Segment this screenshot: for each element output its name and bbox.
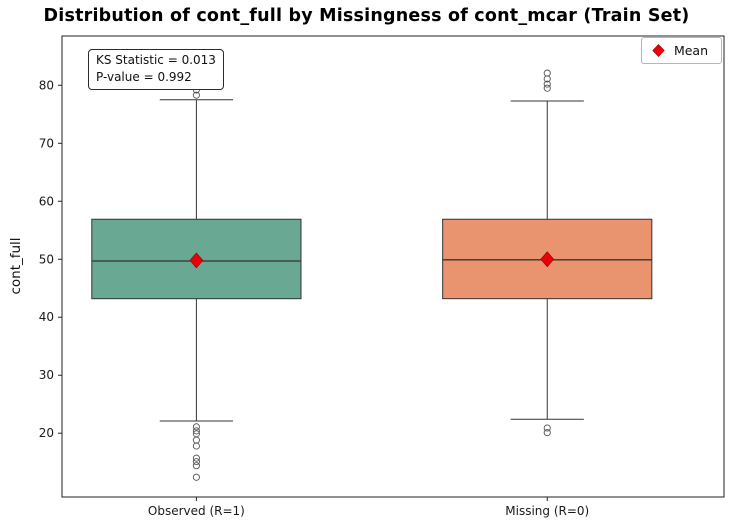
outlier-point	[192, 427, 200, 435]
y-tick-label: 80	[39, 78, 54, 92]
outlier-point	[543, 69, 551, 77]
outlier-point	[192, 91, 200, 99]
p-value-text: P-value = 0.992	[96, 69, 192, 84]
outlier-point	[192, 473, 200, 481]
outlier-point	[192, 458, 200, 466]
outlier-point	[543, 429, 551, 437]
y-tick-label: 70	[39, 136, 54, 150]
axes-frame	[61, 35, 725, 498]
outlier-point	[543, 424, 551, 432]
outlier-point	[543, 80, 551, 88]
legend: Mean	[640, 37, 722, 64]
x-tick-label: Missing (R=0)	[505, 504, 589, 518]
x-tick-label: Observed (R=1)	[148, 504, 245, 518]
mean-diamond-shape	[652, 44, 665, 57]
mean-diamond-icon	[652, 44, 665, 57]
outlier-point	[543, 84, 551, 92]
outlier-point	[192, 442, 200, 450]
ks-statistic-text: KS Statistic = 0.013	[96, 53, 216, 67]
y-tick-label: 50	[39, 252, 54, 266]
y-tick-label: 20	[39, 426, 54, 440]
mean-marker	[540, 251, 555, 268]
outlier-point	[192, 454, 200, 462]
y-tick-label: 30	[39, 368, 54, 382]
outlier-point	[192, 423, 200, 431]
legend-label: Mean	[673, 43, 708, 58]
ks-annotation-box: KS Statistic = 0.013 P-value = 0.992	[88, 49, 224, 90]
chart-title: Distribution of cont_full by Missingness…	[43, 6, 690, 26]
y-tick-label: 60	[39, 194, 54, 208]
outlier-point	[192, 436, 200, 444]
outlier-point	[192, 462, 200, 470]
mean-marker	[189, 252, 204, 269]
y-tick-label: 40	[39, 310, 54, 324]
